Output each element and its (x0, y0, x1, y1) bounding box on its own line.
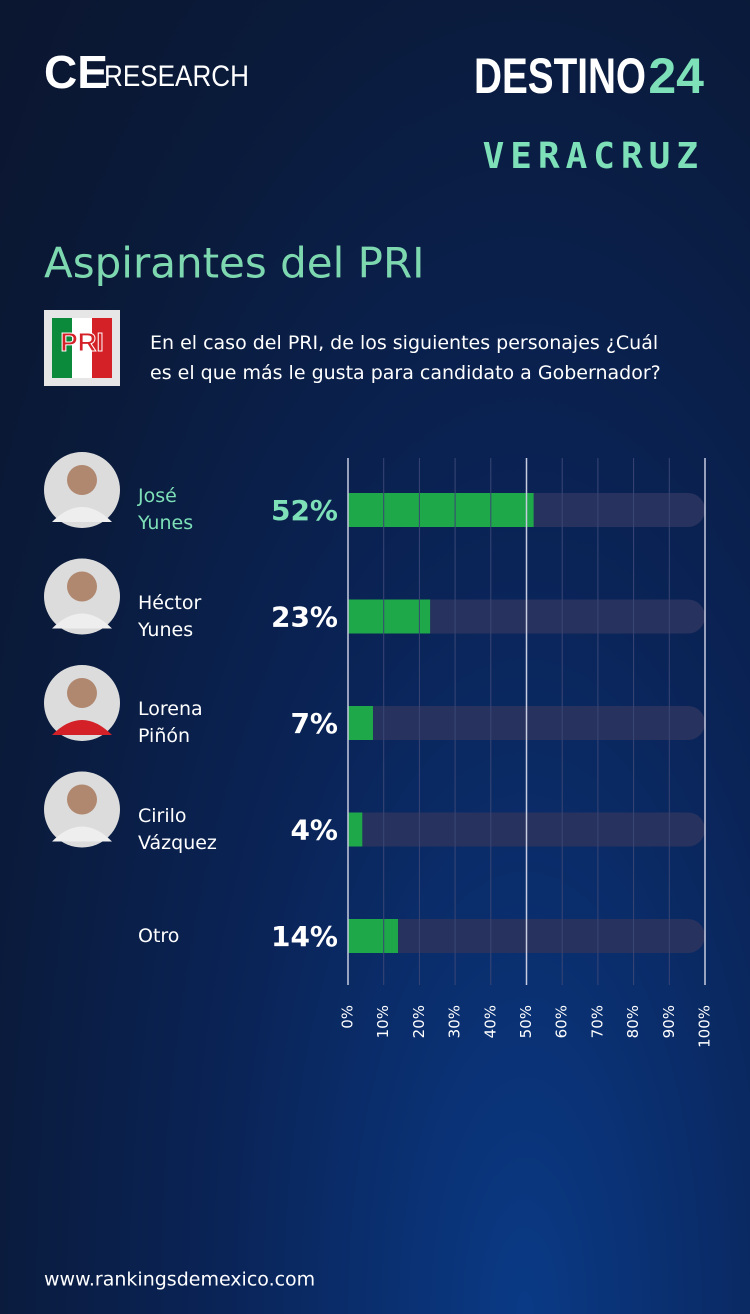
destino-number: 24 (648, 48, 704, 104)
value-label: 14% (271, 920, 338, 953)
bar (348, 706, 373, 740)
footer-url: www.rankingsdemexico.com (44, 1269, 315, 1291)
party-logo: PRI (44, 310, 120, 386)
x-tick-label: 40% (481, 1005, 499, 1038)
x-tick-label: 50% (517, 1005, 535, 1038)
avatar-head (67, 571, 97, 602)
avatar-body (52, 613, 112, 629)
bar (348, 599, 431, 634)
logo-green (52, 318, 72, 378)
logo-white (72, 318, 92, 378)
region: VERACRUZ (483, 136, 704, 177)
avatar-body (52, 720, 112, 735)
value-label: 52% (271, 494, 338, 527)
category-label: Lorena Piñón (138, 698, 203, 747)
subtitle: En el caso del PRI, de los siguientes pe… (150, 334, 661, 384)
x-tick-label: 60% (553, 1005, 571, 1038)
value-label: 7% (290, 707, 338, 740)
value-label: 23% (271, 601, 338, 634)
avatar (44, 665, 120, 741)
x-tick-label: 10% (374, 1005, 392, 1038)
destino: DESTINO (474, 48, 646, 104)
brand-ce: CE (44, 46, 108, 98)
logo-red (92, 318, 112, 378)
avatar-body (52, 507, 112, 522)
category-label: José Yunes (138, 485, 194, 534)
avatar (44, 558, 120, 635)
bar (348, 493, 534, 527)
x-tick-label: 30% (446, 1005, 464, 1038)
category-label: Otro (138, 924, 180, 947)
avatar-head (67, 784, 97, 815)
brand-research: RESEARCH (104, 60, 249, 93)
x-tick-label: 100% (696, 1005, 714, 1048)
x-tick-label: 20% (410, 1005, 428, 1038)
x-tick-label: 0% (339, 1005, 357, 1029)
subtitle-box: En el caso del PRI, de los siguientes pe… (150, 334, 661, 384)
avatar (44, 771, 120, 848)
avatar (44, 452, 120, 528)
avatar-body (52, 826, 112, 842)
category-label: Cirilo Vázquez (138, 804, 217, 854)
chart-title: Aspirantes del PRI (44, 239, 425, 288)
x-tick-label: 70% (588, 1005, 606, 1038)
category-label: Héctor Yunes (138, 591, 202, 641)
avatar-head (67, 678, 97, 708)
logo-text: PRI (60, 327, 103, 357)
x-tick-label: 80% (624, 1005, 642, 1038)
bar (348, 919, 398, 953)
avatar-head (67, 465, 97, 495)
x-tick-label: 90% (660, 1005, 678, 1038)
bar (348, 812, 363, 847)
value-label: 4% (290, 814, 338, 847)
